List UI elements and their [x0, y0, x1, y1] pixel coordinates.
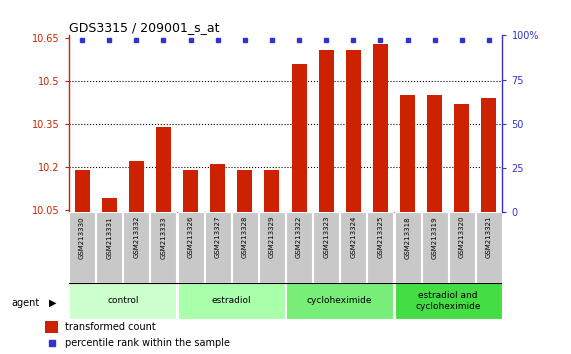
Bar: [286, 212, 312, 283]
Bar: [455, 104, 469, 212]
Bar: [45, 321, 58, 333]
Bar: [346, 50, 361, 212]
Bar: [449, 212, 475, 283]
Text: ▶: ▶: [49, 298, 56, 308]
Bar: [178, 212, 204, 283]
Bar: [476, 212, 502, 283]
Bar: [421, 212, 448, 283]
Bar: [210, 164, 225, 212]
Bar: [367, 212, 393, 283]
Text: GSM213326: GSM213326: [187, 216, 194, 258]
Bar: [178, 283, 285, 319]
Bar: [204, 212, 231, 283]
Bar: [319, 50, 333, 212]
Bar: [292, 64, 307, 212]
Bar: [238, 170, 252, 212]
Bar: [313, 212, 339, 283]
Text: GSM213331: GSM213331: [106, 216, 112, 258]
Bar: [395, 212, 421, 283]
Bar: [232, 212, 258, 283]
Text: GSM213325: GSM213325: [377, 216, 384, 258]
Text: GSM213319: GSM213319: [432, 216, 438, 258]
Text: GSM213321: GSM213321: [486, 216, 492, 258]
Text: GSM213318: GSM213318: [404, 216, 411, 258]
Bar: [96, 212, 122, 283]
Bar: [340, 212, 367, 283]
Text: estradiol: estradiol: [211, 296, 251, 306]
Text: GSM213328: GSM213328: [242, 216, 248, 258]
Bar: [75, 170, 90, 212]
Text: GSM213327: GSM213327: [215, 216, 221, 258]
Text: GDS3315 / 209001_s_at: GDS3315 / 209001_s_at: [69, 21, 219, 34]
Text: GSM213320: GSM213320: [459, 216, 465, 258]
Bar: [481, 98, 496, 212]
Text: GSM213324: GSM213324: [350, 216, 356, 258]
Bar: [123, 212, 150, 283]
Text: percentile rank within the sample: percentile rank within the sample: [66, 338, 231, 348]
Bar: [259, 212, 285, 283]
Bar: [69, 212, 95, 283]
Bar: [129, 161, 144, 212]
Bar: [150, 212, 176, 283]
Text: agent: agent: [11, 298, 39, 308]
Bar: [69, 283, 176, 319]
Bar: [264, 170, 279, 212]
Bar: [373, 44, 388, 212]
Text: control: control: [107, 296, 139, 306]
Bar: [427, 95, 442, 212]
Bar: [156, 127, 171, 212]
Bar: [183, 170, 198, 212]
Text: GSM213322: GSM213322: [296, 216, 302, 258]
Text: estradiol and
cycloheximide: estradiol and cycloheximide: [416, 291, 481, 310]
Text: GSM213329: GSM213329: [269, 216, 275, 258]
Bar: [395, 283, 502, 319]
Text: transformed count: transformed count: [66, 322, 156, 332]
Text: cycloheximide: cycloheximide: [307, 296, 372, 306]
Bar: [286, 283, 393, 319]
Bar: [102, 198, 116, 212]
Text: GSM213330: GSM213330: [79, 216, 85, 258]
Bar: [400, 95, 415, 212]
Text: GSM213332: GSM213332: [133, 216, 139, 258]
Text: GSM213323: GSM213323: [323, 216, 329, 258]
Text: GSM213333: GSM213333: [160, 216, 167, 258]
